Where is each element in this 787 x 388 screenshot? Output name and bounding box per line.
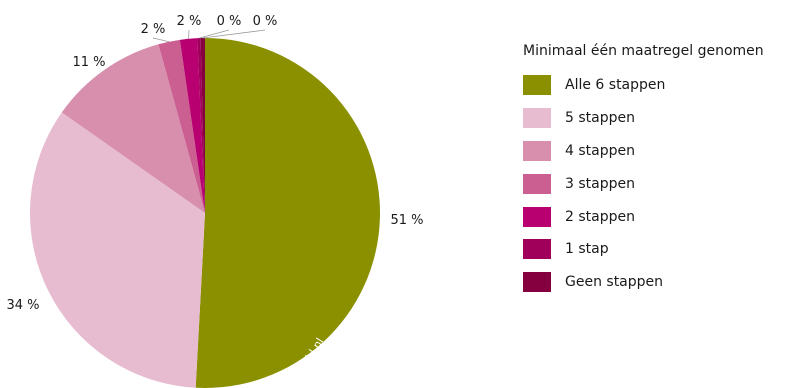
legend-label: Geen stappen (565, 274, 664, 291)
legend-label: 4 stappen (565, 142, 635, 159)
leader-line-4 (152, 37, 170, 43)
pie-slice-6 (197, 38, 205, 214)
pie-slice-5 (179, 38, 205, 213)
slice-label-3: 11 % (72, 55, 105, 70)
pie-slice-2 (29, 112, 205, 388)
legend-label: 1 stap (565, 241, 609, 258)
legend-item-2: 5 stappen (523, 102, 764, 135)
slice-label-7: 0 % (253, 14, 278, 29)
legend-swatch (523, 75, 551, 96)
legend-swatch (523, 206, 551, 227)
legend-item-6: 1 stap (523, 233, 764, 266)
legend-label: Alle 6 stappen (565, 77, 666, 94)
legend-label: 2 stappen (565, 208, 635, 225)
legend-items: Alle 6 stappen 5 stappen 4 stappen 3 stappe… (523, 69, 764, 299)
leader-line-6 (198, 29, 230, 39)
leader-line-7 (202, 29, 266, 39)
slice-labels: 51 % 34 % 11 % 2 % 2 % 0 % 0 % (6, 14, 423, 313)
legend: Minimaal één maatregel genomen Alle 6 st… (523, 43, 764, 299)
legend-item-5: 2 stappen (523, 200, 764, 233)
legend-swatch (523, 239, 551, 260)
legend-swatch (523, 140, 551, 161)
leader-lines (152, 29, 266, 43)
legend-swatch (523, 108, 551, 129)
legend-item-1: Alle 6 stappen (523, 69, 764, 102)
pie-slice-1 (195, 38, 380, 388)
legend-swatch (523, 173, 551, 194)
pie-slices (29, 38, 380, 388)
legend-title: Minimaal één maatregel genomen (523, 43, 764, 59)
pie-slice-4 (158, 39, 205, 214)
slice-label-6: 0 % (217, 14, 242, 29)
legend-item-4: 3 stappen (523, 167, 764, 200)
slice-label-4: 2 % (141, 22, 166, 37)
legend-label: 3 stappen (565, 175, 635, 192)
legend-item-7: Geen stappen (523, 266, 764, 299)
legend-label: 5 stappen (565, 110, 635, 127)
legend-item-3: 4 stappen (523, 135, 764, 168)
pie-slice-3 (61, 44, 205, 213)
slice-label-1: 51 % (390, 213, 423, 228)
slice-label-5: 2 % (177, 14, 202, 29)
pie-slice-7 (200, 38, 205, 213)
slice-label-2: 34 % (6, 298, 39, 313)
legend-swatch (523, 272, 551, 293)
